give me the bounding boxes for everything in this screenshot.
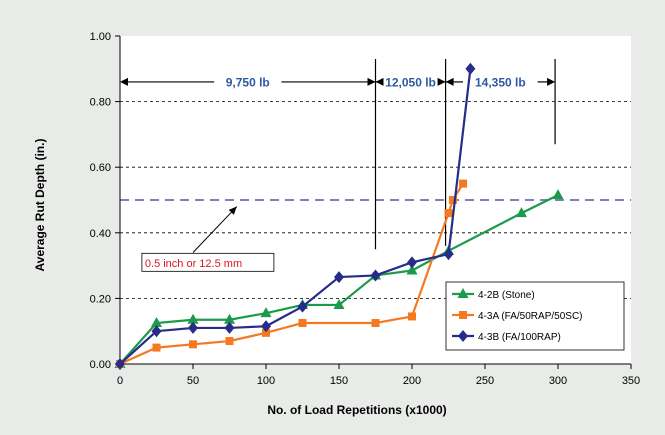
data-point [224,313,235,324]
data-point [262,328,270,337]
x-tick-label: 100 [257,375,275,387]
data-point [152,343,161,352]
region-label: 9,750 lb [226,75,270,89]
x-tick-label: 50 [187,375,199,387]
arrowhead [120,77,128,86]
data-point [333,298,345,309]
y-tick-label: 0.60 [90,162,111,174]
arrowhead [547,77,556,86]
legend-box [445,281,625,351]
data-point [151,325,162,338]
annotation-text: 0.5 inch or 12.5 mm [145,258,242,270]
legend-entry: 4-3A (FA/50RAP/50SC) [452,311,583,322]
data-point [189,340,197,349]
x-tick-label: 150 [330,375,348,387]
data-point [408,312,416,321]
x-tick-label: 300 [549,375,567,387]
y-tick-label: 0.40 [90,228,111,240]
x-tick-label: 350 [622,375,640,387]
x-axis-title: No. of Load Repetitions (x1000) [267,403,446,417]
data-point [465,62,476,75]
data-point [516,207,527,218]
legend: 4-2B (Stone) 4-3A (FA/50RAP/50SC) 4-3B (FA… [445,281,625,351]
data-point [151,317,162,327]
data-point [298,319,307,327]
arrowhead [367,77,376,86]
x-tick-label: 250 [476,375,494,387]
arrowhead [445,77,454,86]
data-point [407,256,417,269]
region-label: 12,050 lb [385,75,436,89]
region-label: 14,350 lb [475,75,526,89]
data-point [297,300,308,313]
data-point [188,321,198,334]
legend-entry: 4-3B (FA/100RAP) [452,330,561,343]
legend-label: 4-2B (Stone) [478,290,535,301]
x-tick-label: 0 [117,375,123,387]
arrowhead [375,77,384,86]
series-line [119,194,559,365]
y-axis-title: Average Rut Depth (in.) [33,139,47,272]
data-point [334,271,344,284]
legend-label: 4-3B (FA/100RAP) [478,332,561,343]
y-tick-label: 0.20 [90,293,111,305]
series-4-3b-fa-100rap- [115,62,476,370]
data-point [444,209,453,218]
y-tick-label: 0.80 [90,97,111,109]
data-point [457,288,469,298]
series-layer [114,62,564,370]
data-point [459,311,467,319]
data-point [458,330,468,342]
data-point [443,248,454,261]
annotation-arrow [192,206,238,253]
arrowhead [437,77,446,86]
data-point [371,319,380,327]
data-point [370,269,381,282]
legend-label: 4-3A (FA/50RAP/50SC) [478,311,583,322]
annotation-arrowhead [228,206,237,215]
axes: 0.00 0.20 0.40 0.60 0.80 1.00 0 50 100 150 200 250 3… [90,31,641,387]
y-tick-label: 0.00 [90,359,111,371]
legend-entry: 4-2B (Stone) [452,288,535,301]
data-point [260,307,272,318]
data-point [448,196,457,204]
y-tick-label: 1.00 [90,31,111,43]
data-point [406,264,418,275]
x-tick-label: 200 [403,375,421,387]
data-point [552,189,564,200]
data-point [187,313,199,324]
data-point [224,321,235,334]
annotation-box [141,252,275,272]
load-regions: 9,750 lb 12,050 lb 14,350 lb [120,58,556,250]
annotation-layer: 0.5 inch or 12.5 mm [141,206,275,272]
data-point [261,320,271,333]
data-point [459,179,468,188]
data-point [115,358,125,370]
data-point [225,337,234,346]
